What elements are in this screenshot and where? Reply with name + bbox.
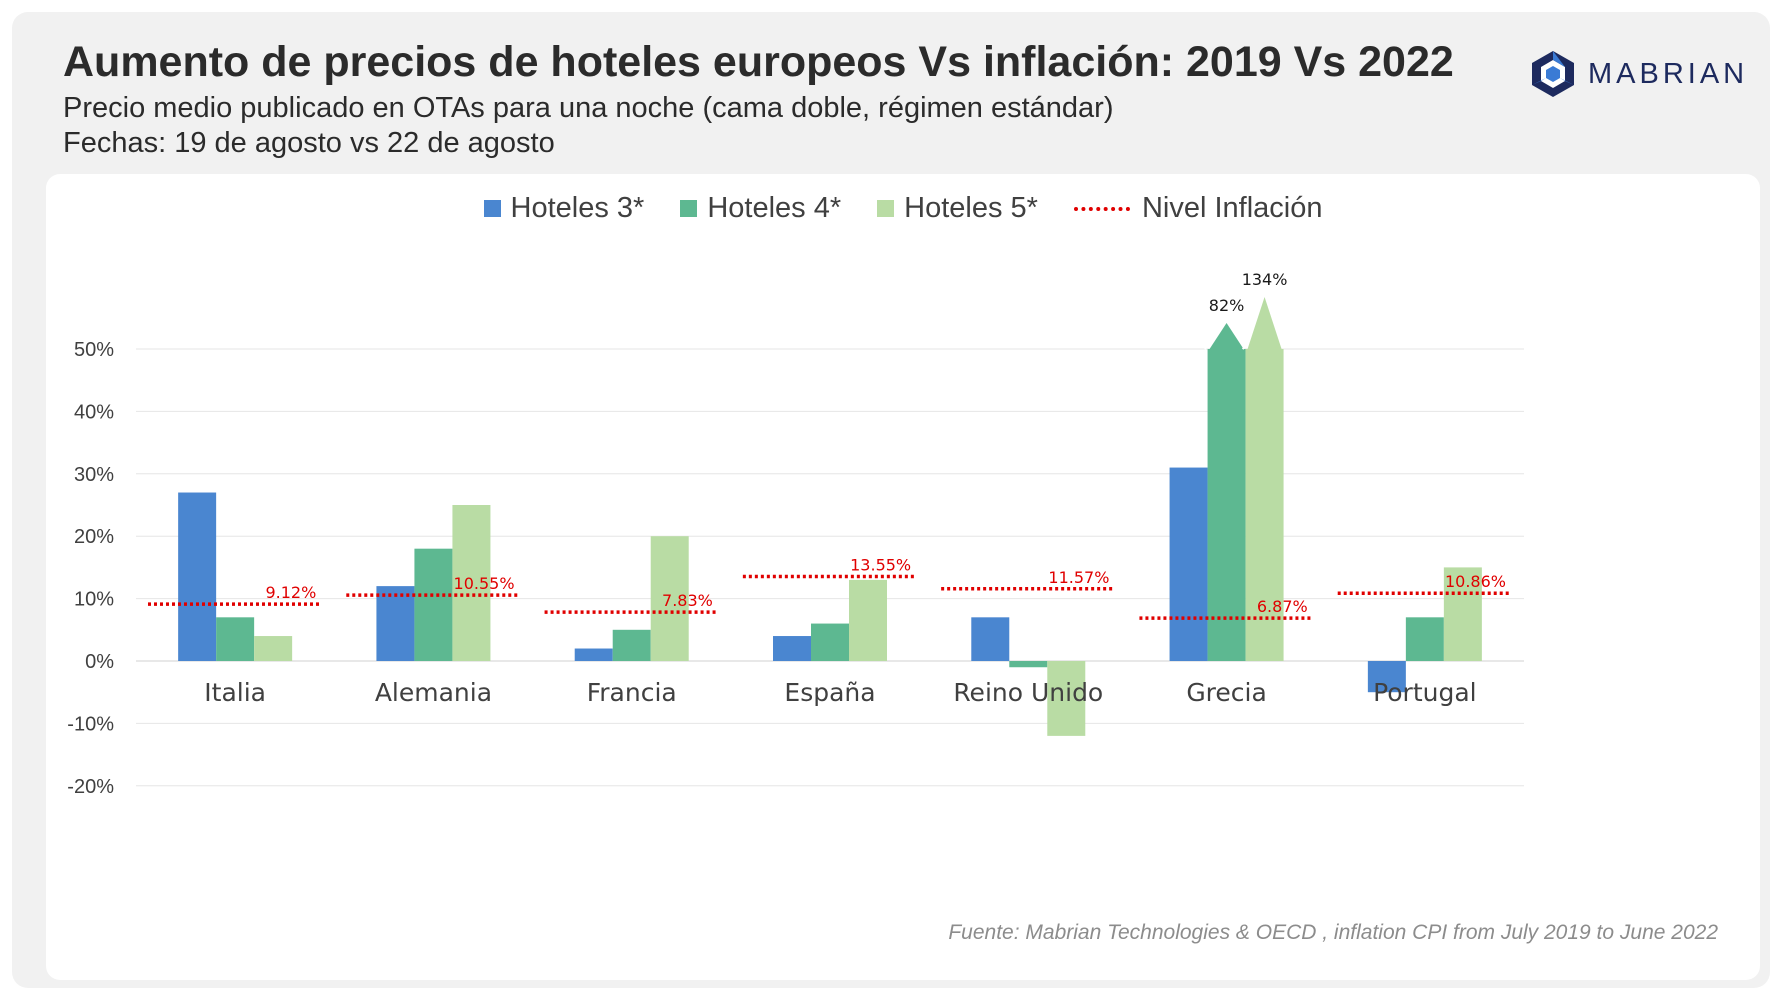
bar-hoteles3 [574,648,613,661]
bar-hoteles4 [811,623,849,661]
x-category-label: Reino Unido [953,678,1103,707]
bar-hoteles3 [1169,467,1208,661]
y-tick-label: 40% [74,401,114,423]
x-category-label: Portugal [1373,678,1477,707]
chart-subtitle: Precio medio publicado en OTAs para una … [63,92,1114,124]
inflation-label: 13.55% [850,555,911,574]
inflation-label: 9.12% [265,583,316,602]
chart-card: Aumento de precios de hoteles europeos V… [12,12,1770,988]
bar-hoteles5 [1443,567,1482,661]
legend-label-hoteles4: Hoteles 4* [707,192,842,224]
bar-hoteles4 [414,548,453,661]
logo-text: MABRIAN [1588,57,1749,90]
y-tick-label: 50% [74,339,114,361]
x-category-label: Grecia [1186,678,1267,707]
inflation-label: 10.55% [454,574,515,593]
bar-data-label: 134% [1242,270,1288,289]
bar-hoteles5 [1245,349,1284,661]
bar-hoteles3 [773,636,811,661]
y-tick-label: 10% [74,589,114,611]
bar-hoteles3 [971,617,1010,661]
legend-item-hoteles3: Hoteles 3* [483,192,645,225]
x-category-label: España [784,678,875,707]
bar-hoteles5 [452,505,491,661]
inflation-label: 11.57% [1048,568,1109,587]
bar-hoteles5 [849,579,887,661]
bar-hoteles4 [612,629,651,661]
bar-hoteles3 [178,492,217,661]
source-note: Fuente: Mabrian Technologies & OECD , in… [948,921,1718,944]
legend-item-inflation: Nivel Inflación [1073,192,1323,225]
bar-hoteles4 [1009,661,1048,668]
inflation-label: 6.87% [1257,597,1308,616]
mabrian-logo: MABRIAN [1530,50,1748,98]
bar-break-cap [1247,297,1282,349]
x-category-label: Italia [204,678,266,707]
bar-hoteles5 [1047,661,1086,736]
legend-line-inflation [1073,206,1130,211]
bar-break-mark [1203,344,1211,350]
inflation-label: 7.83% [662,591,713,610]
legend-label-hoteles3: Hoteles 3* [510,192,645,224]
x-category-label: Alemania [375,678,492,707]
bar-hoteles3 [1367,661,1406,693]
chart-dates: Fechas: 19 de agosto vs 22 de agosto [63,127,555,159]
bar-hoteles5 [650,536,689,661]
mabrian-logo-icon [1532,51,1574,97]
bar-hoteles4 [1405,617,1444,661]
chart-legend: Hoteles 3* Hoteles 4* Hoteles 5* Nivel I… [46,192,1760,225]
bar-hoteles4 [216,617,255,661]
chart-panel: Hoteles 3* Hoteles 4* Hoteles 5* Nivel I… [46,174,1760,980]
bar-break-mark [1241,344,1249,350]
legend-swatch-hoteles5 [877,200,895,217]
legend-item-hoteles4: Hoteles 4* [680,192,841,225]
legend-item-hoteles5: Hoteles 5* [877,192,1038,225]
y-tick-label: 0% [85,651,114,673]
inflation-label: 10.86% [1445,572,1506,591]
y-tick-label: -20% [67,776,114,798]
chart-title: Aumento de precios de hoteles europeos V… [63,38,1454,86]
bar-hoteles3 [376,586,415,661]
y-tick-label: 20% [74,526,114,548]
legend-label-inflation: Nivel Inflación [1141,192,1323,224]
legend-label-hoteles5: Hoteles 5* [904,192,1038,224]
x-category-label: Francia [587,678,677,707]
y-tick-label: 30% [74,464,114,486]
bar-break-cap [1209,323,1244,349]
y-tick-label: -10% [67,713,114,735]
legend-swatch-hoteles4 [680,200,698,217]
bar-chart: 50% 40% 30% 20% 10% 0% -10% -20% 9.12% Italia 10.5… [67,270,1524,798]
bar-hoteles5 [254,636,293,661]
bar-hoteles4 [1207,349,1246,661]
bar-data-label: 82% [1209,296,1245,315]
legend-swatch-hoteles3 [483,200,501,217]
